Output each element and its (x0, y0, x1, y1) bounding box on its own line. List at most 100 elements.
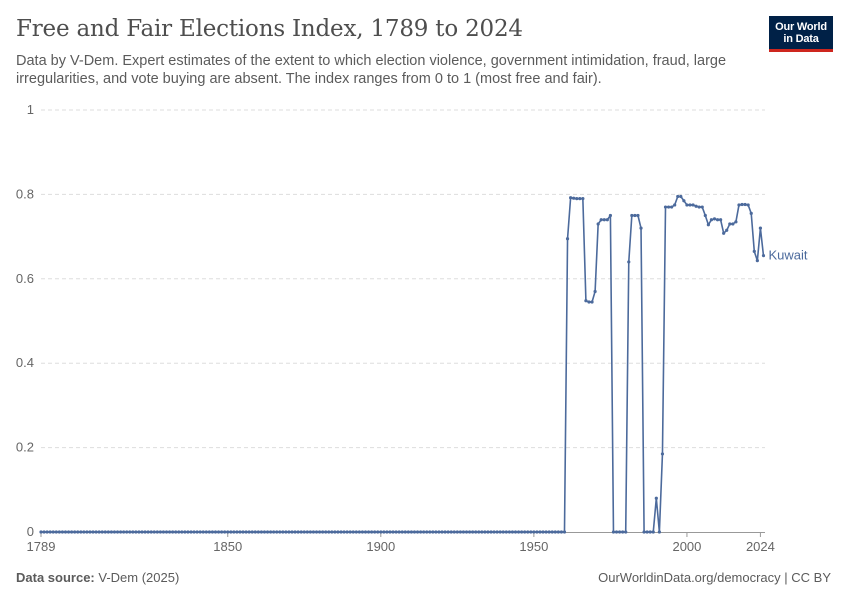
data-point[interactable] (302, 530, 306, 534)
data-point[interactable] (428, 530, 432, 534)
data-point[interactable] (244, 530, 248, 534)
data-point[interactable] (458, 530, 462, 534)
data-point[interactable] (370, 530, 374, 534)
data-point[interactable] (60, 530, 65, 534)
data-point[interactable] (593, 289, 597, 294)
data-point[interactable] (700, 205, 704, 209)
data-point[interactable] (425, 530, 429, 534)
data-point[interactable] (523, 530, 527, 534)
data-point[interactable] (400, 530, 404, 534)
data-point[interactable] (578, 197, 582, 201)
data-point[interactable] (134, 530, 138, 534)
data-point[interactable] (204, 530, 208, 534)
data-point[interactable] (501, 530, 505, 534)
data-point[interactable] (385, 530, 389, 534)
data-point[interactable] (268, 530, 273, 534)
data-point[interactable] (752, 249, 756, 253)
data-point[interactable] (299, 530, 303, 534)
data-point[interactable] (562, 530, 567, 534)
data-point[interactable] (112, 530, 117, 534)
data-point[interactable] (431, 530, 435, 534)
data-point[interactable] (272, 530, 276, 534)
data-point[interactable] (617, 530, 622, 534)
data-point[interactable] (415, 530, 420, 534)
data-point[interactable] (510, 530, 515, 534)
data-point[interactable] (565, 237, 570, 241)
data-point[interactable] (682, 199, 686, 203)
data-point[interactable] (532, 530, 536, 534)
data-point[interactable] (275, 530, 279, 534)
data-point[interactable] (443, 530, 447, 534)
data-point[interactable] (483, 530, 487, 534)
data-point[interactable] (504, 530, 508, 534)
data-point[interactable] (48, 530, 52, 534)
data-point[interactable] (317, 530, 322, 534)
data-point[interactable] (513, 530, 518, 534)
data-point[interactable] (360, 530, 365, 534)
data-point[interactable] (54, 530, 58, 534)
data-point[interactable] (373, 530, 377, 534)
data-point[interactable] (91, 530, 95, 534)
data-point[interactable] (382, 530, 386, 534)
data-point[interactable] (440, 530, 444, 534)
data-point[interactable] (673, 203, 677, 207)
data-point[interactable] (572, 196, 576, 200)
data-point[interactable] (137, 530, 141, 534)
data-point[interactable] (602, 218, 606, 222)
data-point[interactable] (262, 530, 267, 534)
data-point[interactable] (614, 530, 619, 534)
data-point[interactable] (538, 530, 542, 534)
data-point[interactable] (186, 530, 190, 534)
data-point[interactable] (556, 530, 560, 534)
data-point[interactable] (489, 530, 493, 534)
data-point[interactable] (703, 213, 707, 218)
data-point[interactable] (437, 530, 441, 534)
data-point[interactable] (376, 530, 380, 534)
data-point[interactable] (660, 452, 665, 456)
data-point[interactable] (57, 530, 61, 534)
data-point[interactable] (633, 213, 637, 218)
data-point[interactable] (122, 530, 126, 534)
data-point[interactable] (321, 530, 325, 534)
data-point[interactable] (336, 530, 340, 534)
data-point[interactable] (79, 530, 83, 534)
data-point[interactable] (207, 530, 211, 534)
data-point[interactable] (146, 530, 150, 534)
data-point[interactable] (474, 530, 478, 534)
data-point[interactable] (39, 530, 43, 534)
data-point[interactable] (743, 202, 747, 207)
data-point[interactable] (324, 530, 328, 534)
data-point[interactable] (247, 530, 251, 534)
data-point[interactable] (611, 530, 616, 534)
data-point[interactable] (287, 530, 291, 534)
data-point[interactable] (740, 202, 744, 207)
data-point[interactable] (670, 205, 674, 209)
data-point[interactable] (397, 530, 401, 534)
series-line-kuwait[interactable] (41, 195, 765, 533)
data-point[interactable] (608, 213, 613, 218)
data-point[interactable] (51, 530, 55, 534)
data-point[interactable] (731, 222, 735, 226)
data-point[interactable] (715, 218, 720, 222)
data-point[interactable] (106, 530, 110, 534)
data-point[interactable] (621, 530, 625, 534)
data-point[interactable] (712, 217, 717, 221)
data-point[interactable] (541, 530, 545, 534)
data-point[interactable] (192, 530, 196, 534)
data-point[interactable] (76, 530, 80, 534)
data-point[interactable] (480, 530, 484, 534)
data-point[interactable] (345, 530, 349, 534)
data-point[interactable] (174, 530, 178, 534)
data-point[interactable] (403, 530, 407, 534)
data-point[interactable] (241, 530, 245, 534)
data-point[interactable] (544, 530, 548, 534)
data-point[interactable] (140, 530, 144, 534)
data-point[interactable] (363, 530, 368, 534)
data-point[interactable] (73, 530, 77, 534)
data-point[interactable] (452, 530, 456, 534)
data-point[interactable] (569, 196, 573, 200)
data-point[interactable] (63, 530, 68, 534)
data-point[interactable] (547, 530, 551, 534)
data-point[interactable] (728, 222, 732, 226)
data-point[interactable] (676, 194, 680, 199)
